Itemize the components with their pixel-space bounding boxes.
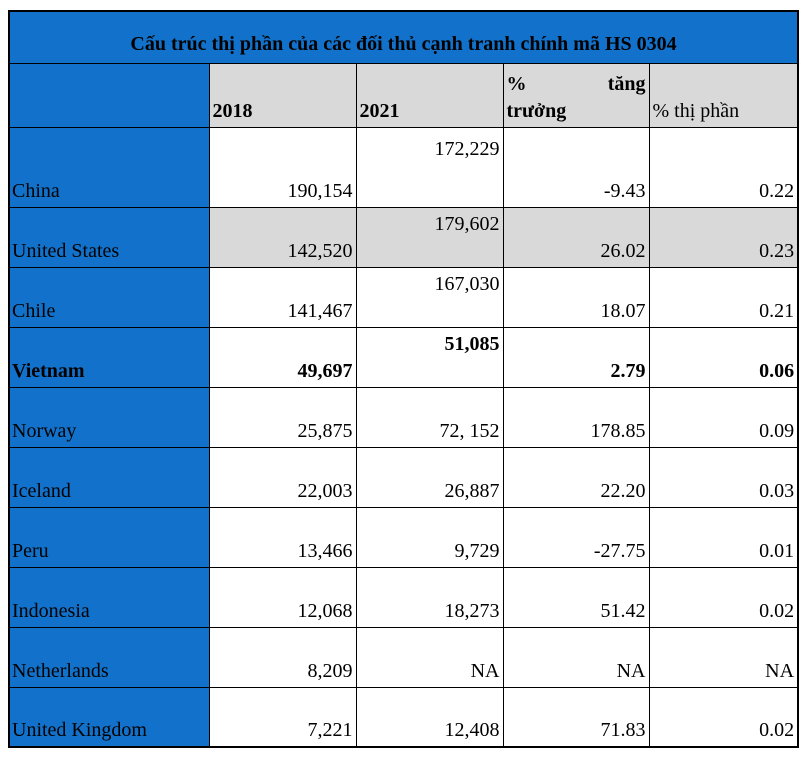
share-cell: 0.03 [648,446,799,508]
share-cell: NA [648,626,799,688]
share-cell: 0.22 [648,126,799,208]
growth-cell: 26.02 [502,206,650,268]
table-row: Netherlands 8,209 NA NA NA [8,626,799,688]
country-cell: Vietnam [8,326,210,388]
share-cell: 0.02 [648,566,799,628]
table-body: China 190,154 172,229 -9.43 0.22 United … [8,126,799,748]
table-row: Chile 141,467 167,030 18.07 0.21 [8,266,799,328]
col-header-2021: 2021 [355,62,504,128]
value-2018-cell: 12,068 [208,566,357,628]
value-2018-cell: 13,466 [208,506,357,568]
table-row: Peru 13,466 9,729 -27.75 0.01 [8,506,799,568]
value-2018-cell: 22,003 [208,446,357,508]
country-cell: United States [8,206,210,268]
table-row: Indonesia 12,068 18,273 51.42 0.02 [8,566,799,628]
value-2021-cell: 179,602 [355,206,504,268]
share-cell: 0.09 [648,386,799,448]
value-2021-cell: 172,229 [355,126,504,208]
value-2018-cell: 190,154 [208,126,357,208]
growth-header-percent-sign: % [506,72,527,95]
value-2021-cell: 18,273 [355,566,504,628]
country-cell: Chile [8,266,210,328]
value-2021-cell: 26,887 [355,446,504,508]
country-cell: Norway [8,386,210,448]
value-2018-cell: 8,209 [208,626,357,688]
growth-header-line1: % tăng [507,71,646,98]
country-cell: China [8,126,210,208]
growth-cell: 71.83 [502,686,650,748]
share-cell: 0.23 [648,206,799,268]
table-title: Cấu trúc thị phần của các đối thủ cạnh t… [8,10,799,64]
growth-header-word-tang: tăng [607,72,646,95]
table-row: United Kingdom 7,221 12,408 71.83 0.02 [8,686,799,748]
growth-cell: 178.85 [502,386,650,448]
col-header-market-share: % thị phần [648,62,799,128]
table-row: Vietnam 49,697 51,085 2.79 0.06 [8,326,799,388]
table-row: United States 142,520 179,602 26.02 0.23 [8,206,799,268]
corner-cell [8,62,210,128]
country-cell: Netherlands [8,626,210,688]
share-cell: 0.01 [648,506,799,568]
table-row: China 190,154 172,229 -9.43 0.22 [8,126,799,208]
growth-cell: 22.20 [502,446,650,508]
value-2018-cell: 25,875 [208,386,357,448]
value-2018-cell: 49,697 [208,326,357,388]
value-2021-cell: NA [355,626,504,688]
share-cell: 0.02 [648,686,799,748]
growth-cell: NA [502,626,650,688]
value-2021-cell: 72, 152 [355,386,504,448]
share-cell: 0.06 [648,326,799,388]
growth-cell: 2.79 [502,326,650,388]
value-2018-cell: 142,520 [208,206,357,268]
table-row: Norway 25,875 72, 152 178.85 0.09 [8,386,799,448]
value-2021-cell: 51,085 [355,326,504,388]
col-header-growth: % tăng trưởng [502,62,650,128]
growth-cell: -27.75 [502,506,650,568]
share-cell: 0.21 [648,266,799,328]
country-cell: Peru [8,506,210,568]
table-header-row: 2018 2021 % tăng trưởng % thị phần [8,62,799,128]
table-title-row: Cấu trúc thị phần của các đối thủ cạnh t… [8,10,799,64]
country-cell: United Kingdom [8,686,210,748]
value-2021-cell: 9,729 [355,506,504,568]
growth-cell: 18.07 [502,266,650,328]
growth-cell: -9.43 [502,126,650,208]
col-header-2018: 2018 [208,62,357,128]
value-2018-cell: 141,467 [208,266,357,328]
value-2018-cell: 7,221 [208,686,357,748]
growth-cell: 51.42 [502,566,650,628]
table-row: Iceland 22,003 26,887 22.20 0.03 [8,446,799,508]
country-cell: Iceland [8,446,210,508]
value-2021-cell: 12,408 [355,686,504,748]
country-cell: Indonesia [8,566,210,628]
value-2021-cell: 167,030 [355,266,504,328]
market-share-table: Cấu trúc thị phần của các đối thủ cạnh t… [8,10,800,748]
growth-header-line2: trưởng [506,99,567,122]
